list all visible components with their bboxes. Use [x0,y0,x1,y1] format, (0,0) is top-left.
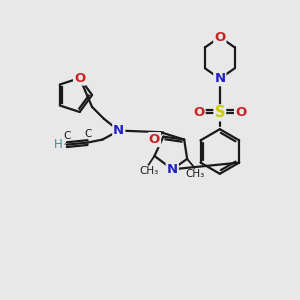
Text: ·: · [62,138,67,152]
Text: C: C [84,129,91,139]
Text: O: O [235,106,246,119]
Text: H: H [54,138,62,151]
Text: O: O [74,72,85,85]
Text: CH₃: CH₃ [185,169,204,179]
Text: CH₃: CH₃ [139,166,158,176]
Text: O: O [194,106,205,119]
Text: C: C [64,131,71,141]
Text: N: N [214,72,225,85]
Text: O: O [214,31,226,44]
Text: N: N [167,163,178,176]
Text: S: S [214,105,225,120]
Text: O: O [149,133,160,146]
Text: N: N [113,124,124,137]
